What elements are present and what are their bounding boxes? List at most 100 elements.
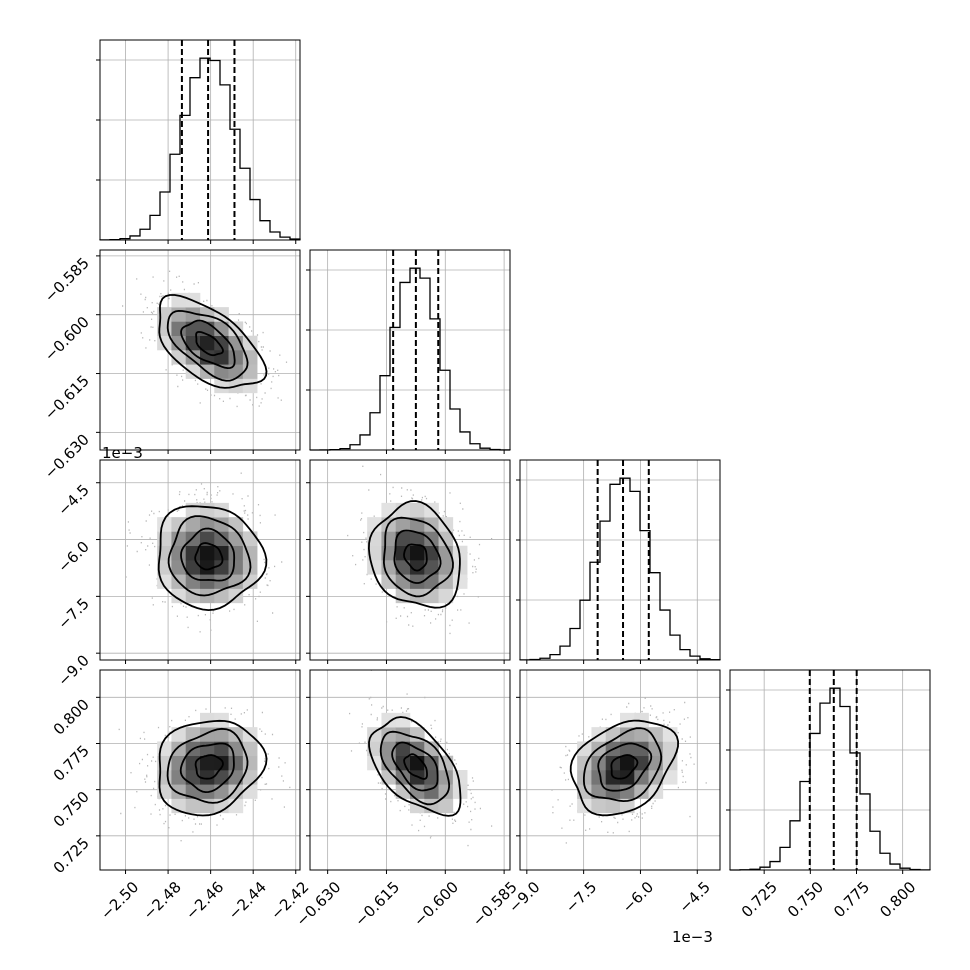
contour-level-0 bbox=[403, 753, 428, 780]
histogram-steps bbox=[309, 267, 511, 451]
density-cell bbox=[200, 545, 215, 561]
x-tick-label: −0.600 bbox=[410, 878, 462, 930]
density-cell bbox=[620, 727, 635, 742]
density-cell bbox=[200, 560, 215, 575]
density-cell bbox=[424, 531, 439, 547]
y-tick-label: −0.585 bbox=[41, 254, 93, 306]
contour-level-3 bbox=[158, 719, 268, 817]
scatter-panel-2-1 bbox=[306, 459, 511, 664]
density-cell bbox=[171, 321, 187, 337]
density-cell bbox=[214, 770, 229, 785]
density-cell bbox=[634, 755, 649, 771]
sample-points bbox=[122, 270, 288, 408]
density-cell bbox=[200, 741, 215, 757]
x-tick-label: −2.48 bbox=[140, 878, 185, 923]
density-cell bbox=[228, 755, 244, 771]
density-cell bbox=[662, 727, 678, 742]
density-cell bbox=[171, 517, 187, 532]
density-cell bbox=[200, 712, 215, 728]
contour-level-1 bbox=[180, 319, 236, 370]
histogram-steps bbox=[519, 477, 721, 661]
y-tick-label: −6.0 bbox=[54, 538, 92, 576]
density-cell bbox=[171, 755, 187, 771]
contour-level-0 bbox=[403, 543, 428, 572]
density-cell bbox=[200, 502, 215, 518]
y-tick-label: 0.775 bbox=[50, 742, 93, 785]
density-cell bbox=[395, 545, 411, 561]
density-cell bbox=[620, 784, 635, 799]
density-cell bbox=[214, 755, 229, 771]
contour-level-2 bbox=[167, 515, 252, 597]
density-cell bbox=[634, 727, 649, 742]
contour-level-2 bbox=[166, 309, 249, 382]
density-cell bbox=[648, 741, 664, 757]
density-cell bbox=[214, 560, 229, 575]
density-cell bbox=[381, 531, 397, 547]
y-tick-label: 0.800 bbox=[50, 695, 93, 738]
density-cell bbox=[242, 741, 258, 757]
y-tick-label: −9.0 bbox=[54, 651, 92, 689]
density-cell bbox=[200, 770, 215, 785]
density-cell bbox=[395, 784, 411, 799]
density-cell bbox=[228, 560, 244, 575]
panel-frame bbox=[99, 249, 301, 451]
density-cell bbox=[438, 560, 454, 575]
density-cell bbox=[200, 755, 215, 771]
histogram-steps bbox=[729, 687, 931, 871]
y-tick-label: −7.5 bbox=[54, 594, 92, 632]
contour-level-2 bbox=[382, 516, 454, 598]
scatter-panel-3-0 bbox=[96, 669, 301, 874]
density-cell bbox=[438, 588, 454, 604]
density-cell bbox=[424, 784, 439, 799]
histogram-steps bbox=[99, 57, 301, 241]
density-cell bbox=[185, 588, 201, 604]
density-cell bbox=[157, 531, 172, 547]
density-cell bbox=[200, 574, 215, 589]
x-tick-label: −6.0 bbox=[619, 878, 657, 916]
density-cell bbox=[242, 531, 258, 547]
density-cell bbox=[171, 350, 187, 365]
x-tick-label: −0.615 bbox=[351, 878, 403, 930]
contour-level-0 bbox=[610, 754, 639, 780]
y-offset-text: 1e−3 bbox=[102, 444, 143, 462]
x-tick-label: 0.725 bbox=[738, 878, 781, 921]
x-tick-label: 0.775 bbox=[830, 878, 873, 921]
panel-frame bbox=[99, 669, 301, 871]
density-cell bbox=[648, 727, 664, 742]
density-cell bbox=[424, 560, 439, 575]
density-cell bbox=[662, 741, 678, 757]
density-cell bbox=[591, 784, 607, 799]
density-cell bbox=[438, 784, 454, 799]
x-tick-label: −2.50 bbox=[97, 878, 142, 923]
contour-level-3 bbox=[569, 719, 680, 817]
density-cell bbox=[185, 755, 201, 771]
density-cell bbox=[424, 770, 439, 785]
contour-level-0 bbox=[194, 754, 224, 780]
scatter-panel-3-2 bbox=[516, 669, 721, 874]
density-cell bbox=[200, 307, 215, 322]
histogram-panel-1 bbox=[306, 249, 511, 454]
y-tick-label: −0.630 bbox=[41, 430, 93, 482]
x-tick-label: −2.44 bbox=[225, 878, 270, 923]
density-cell bbox=[214, 531, 229, 547]
density-cell bbox=[185, 350, 201, 365]
scatter-panel-3-1 bbox=[306, 669, 511, 874]
density-cell bbox=[200, 350, 215, 365]
panel-frame bbox=[309, 669, 511, 871]
contour-level-2 bbox=[583, 727, 663, 803]
density-cell bbox=[228, 798, 244, 814]
contour-level-3 bbox=[368, 716, 462, 817]
y-tick-label: 0.725 bbox=[50, 834, 93, 877]
density-cell bbox=[228, 784, 244, 799]
density-cell bbox=[634, 784, 649, 799]
density-cell bbox=[228, 770, 244, 785]
sample-points bbox=[118, 696, 291, 842]
contour-level-2 bbox=[379, 730, 450, 806]
x-tick-label: 0.750 bbox=[784, 878, 827, 921]
density-cell bbox=[171, 307, 187, 322]
density-cell bbox=[381, 502, 397, 518]
density-cell bbox=[214, 784, 229, 799]
histogram-panel-0 bbox=[96, 39, 301, 244]
contour-level-2 bbox=[166, 727, 249, 804]
